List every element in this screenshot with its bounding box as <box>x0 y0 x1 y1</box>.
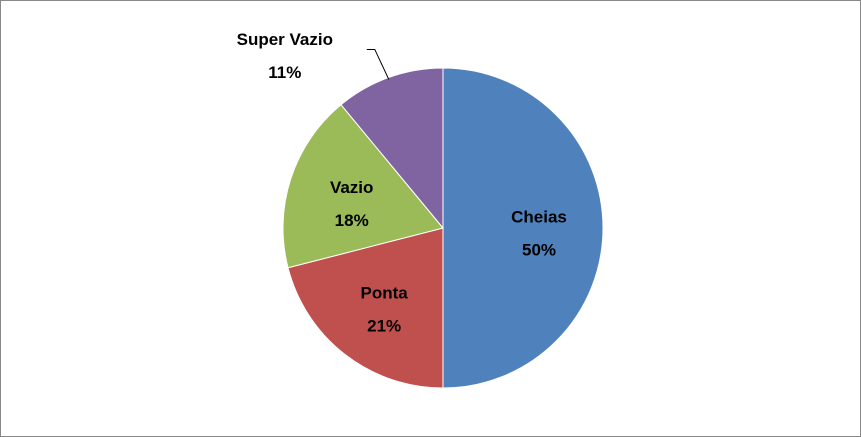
slice-label: Ponta <box>361 283 409 302</box>
slice-label: Cheias <box>511 207 567 226</box>
slice-value-label: 21% <box>367 316 401 335</box>
pie-slice <box>340 67 444 230</box>
slice-value-label: 50% <box>522 240 556 259</box>
slice-label: Vazio <box>330 178 373 197</box>
slice-label: Super Vazio <box>237 30 333 49</box>
pie-slice <box>287 227 444 389</box>
pie-slice <box>282 104 444 269</box>
leader-line <box>366 48 390 80</box>
pie-slice <box>442 67 604 389</box>
slice-value-label: 11% <box>268 63 301 82</box>
slice-value-label: 18% <box>335 211 369 230</box>
